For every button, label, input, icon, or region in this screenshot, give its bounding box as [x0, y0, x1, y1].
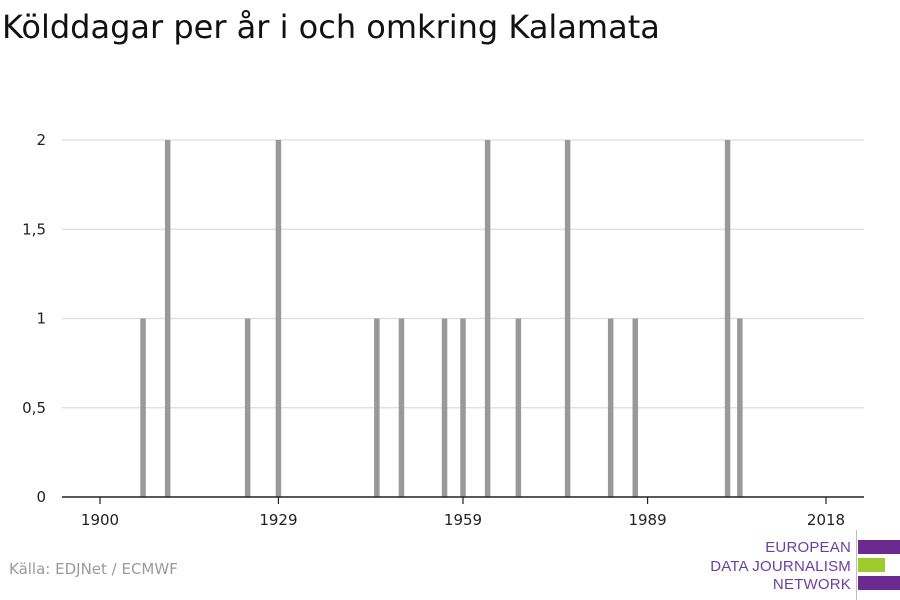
bar: [460, 318, 466, 497]
y-tick-label: 0,5: [22, 399, 46, 417]
chart-title: Kölddagar per år i och omkring Kalamata: [2, 8, 660, 46]
bar-series: [140, 140, 743, 497]
logo-bar-purple-top: [858, 540, 900, 554]
bar: [515, 318, 522, 497]
bar: [140, 318, 146, 497]
bar: [484, 140, 491, 497]
y-tick-label: 1: [36, 310, 46, 328]
bar: [164, 140, 171, 497]
y-tick-label: 1,5: [22, 220, 46, 238]
bar: [632, 318, 639, 497]
bar: [398, 318, 405, 497]
x-tick-label: 1900: [81, 511, 119, 529]
logo-text-line3: NETWORK: [772, 576, 851, 593]
y-tick-labels: 0 0,5 1 1,5 2: [22, 131, 46, 506]
x-tick-label: 1959: [444, 511, 482, 529]
bar: [441, 318, 448, 497]
x-tick-label: 1989: [628, 511, 666, 529]
bar: [724, 140, 731, 497]
x-tick-label: 2018: [807, 511, 845, 529]
logo-divider: [856, 530, 857, 600]
logo-text-line2: DATA JOURNALISM: [710, 558, 851, 575]
logo-text-line1: EUROPEAN: [765, 539, 851, 556]
y-tick-label: 0: [36, 488, 46, 506]
axes: [62, 496, 864, 504]
edjnet-logo: EUROPEAN DATA JOURNALISM NETWORK: [700, 530, 900, 600]
bar: [607, 318, 614, 497]
bar: [244, 318, 251, 497]
bar: [275, 140, 282, 497]
logo-bar-purple-bottom: [858, 576, 900, 590]
logo-bar-green: [858, 558, 885, 572]
bar: [737, 318, 743, 497]
source-credit: Källa: EDJNet / ECMWF: [9, 560, 178, 578]
y-tick-label: 2: [36, 131, 46, 149]
bar: [374, 318, 380, 497]
bar: [564, 140, 571, 497]
x-tick-label: 1929: [259, 511, 297, 529]
x-tick-labels: 1900 1929 1959 1989 2018: [81, 511, 845, 529]
